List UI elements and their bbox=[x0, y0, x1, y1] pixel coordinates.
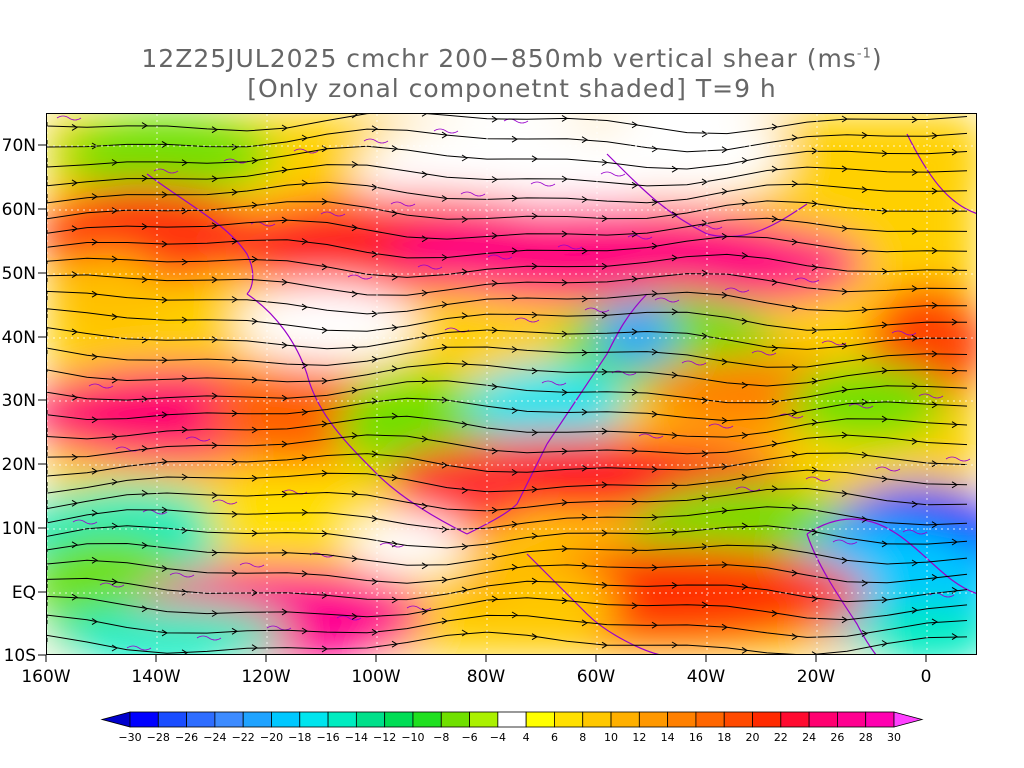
colorbar-box bbox=[497, 711, 527, 728]
colorbar-box bbox=[299, 711, 329, 728]
colorbar-label: −30 bbox=[118, 731, 141, 744]
colorbar-box bbox=[129, 711, 159, 728]
colorbar-box bbox=[157, 711, 187, 728]
chart-title-line1: 12Z25JUL2025 cmchr 200−850mb vertical sh… bbox=[0, 44, 1024, 73]
lat-label: 70N bbox=[2, 136, 36, 156]
colorbar-label: −6 bbox=[461, 731, 477, 744]
colorbar-box bbox=[582, 711, 612, 728]
shear-map bbox=[47, 114, 976, 654]
colorbar-label: 16 bbox=[689, 731, 703, 744]
longitude-labels: 160W 140W 120W 100W 80W 60W 40W 20W 0 bbox=[21, 667, 931, 687]
colorbar-boxes bbox=[100, 711, 924, 728]
colorbar-label: −18 bbox=[288, 731, 311, 744]
colorbar-label: −24 bbox=[203, 731, 226, 744]
latitude-labels: 70N 60N 50N 40N 30N 20N 10N EQ 10S bbox=[2, 136, 36, 666]
colorbar-label: 22 bbox=[774, 731, 788, 744]
colorbar-box bbox=[808, 711, 838, 728]
lat-label: 10S bbox=[4, 646, 36, 666]
colorbar-labels: −30 −28 −26 −24 −22 −20 −18 −16 −14 −12 −10 −8 −6 −4 4… bbox=[118, 731, 901, 744]
colorbar-box bbox=[638, 711, 669, 728]
colorbar-label: −22 bbox=[232, 731, 255, 744]
lat-label: EQ bbox=[12, 583, 36, 603]
colorbar-box bbox=[610, 711, 640, 728]
colorbar-label: 18 bbox=[717, 731, 731, 744]
colorbar-label: 4 bbox=[523, 731, 530, 744]
colorbar-label: 12 bbox=[632, 731, 646, 744]
colorbar-label: 20 bbox=[746, 731, 760, 744]
colorbar-box bbox=[327, 711, 357, 728]
lat-label: 20N bbox=[2, 455, 36, 475]
colorbar-label: 24 bbox=[802, 731, 816, 744]
colorbar-label: −26 bbox=[175, 731, 198, 744]
colorbar-box bbox=[186, 711, 216, 728]
colorbar-box bbox=[525, 711, 555, 728]
colorbar-box bbox=[440, 711, 470, 728]
colorbar-box bbox=[723, 711, 753, 728]
colorbar-label: 10 bbox=[604, 731, 618, 744]
title-unit-exponent: -1 bbox=[856, 46, 872, 62]
lon-label: 80W bbox=[467, 667, 506, 687]
title-line1-close: ) bbox=[871, 44, 883, 73]
colorbar-label: −10 bbox=[401, 731, 424, 744]
title-line1-text: 12Z25JUL2025 cmchr 200−850mb vertical sh… bbox=[141, 44, 857, 73]
colorbar-box bbox=[780, 711, 810, 728]
colorbar-over-arrow bbox=[893, 711, 924, 728]
lon-label: 100W bbox=[351, 667, 400, 687]
colorbar-label: −8 bbox=[433, 731, 449, 744]
lon-label: 0 bbox=[921, 667, 932, 687]
lat-lon-grid bbox=[47, 114, 976, 654]
colorbar-box bbox=[384, 711, 414, 728]
lat-label: 60N bbox=[2, 200, 36, 220]
colorbar-label: 6 bbox=[551, 731, 558, 744]
colorbar-box bbox=[695, 711, 725, 728]
lon-label: 120W bbox=[241, 667, 290, 687]
colorbar-box bbox=[752, 711, 782, 728]
colorbar-box bbox=[271, 711, 301, 728]
colorbar: −30 −28 −26 −24 −22 −20 −18 −16 −14 −12 −10 −8 −6 −4 4… bbox=[100, 711, 924, 744]
colorbar-box bbox=[667, 711, 697, 728]
lat-label: 10N bbox=[2, 519, 36, 539]
colorbar-box bbox=[412, 711, 442, 728]
colorbar-label: 26 bbox=[830, 731, 844, 744]
lat-label: 50N bbox=[2, 264, 36, 284]
colorbar-label: −28 bbox=[147, 731, 170, 744]
colorbar-label: 14 bbox=[661, 731, 675, 744]
lat-label: 40N bbox=[2, 328, 36, 348]
colorbar-label: 30 bbox=[887, 731, 901, 744]
axis-ticks bbox=[38, 144, 927, 662]
colorbar-box bbox=[355, 711, 386, 728]
colorbar-under-arrow bbox=[100, 711, 131, 728]
lon-label: 40W bbox=[687, 667, 726, 687]
chart-title-line2: [Only zonal componetnt shaded] T=9 h bbox=[247, 74, 777, 103]
colorbar-box bbox=[469, 711, 499, 728]
lon-label: 20W bbox=[797, 667, 836, 687]
colorbar-box bbox=[214, 711, 244, 728]
colorbar-box bbox=[837, 711, 867, 728]
colorbar-label: −14 bbox=[345, 731, 368, 744]
colorbar-label: −12 bbox=[373, 731, 396, 744]
colorbar-label: −4 bbox=[490, 731, 506, 744]
colorbar-box bbox=[865, 711, 895, 728]
colorbar-label: −20 bbox=[260, 731, 283, 744]
shaded-field bbox=[47, 114, 976, 654]
colorbar-label: 28 bbox=[859, 731, 873, 744]
colorbar-box bbox=[242, 711, 272, 728]
map-axes: 160W 140W 120W 100W 80W 60W 40W 20W 0 70N 60N 50N 4… bbox=[2, 136, 932, 687]
colorbar-label: −16 bbox=[316, 731, 339, 744]
colorbar-label: 8 bbox=[579, 731, 586, 744]
lon-label: 160W bbox=[21, 667, 70, 687]
lon-label: 60W bbox=[577, 667, 616, 687]
lat-label: 30N bbox=[2, 391, 36, 411]
colorbar-box bbox=[554, 711, 584, 728]
map-panel bbox=[46, 113, 977, 655]
lon-label: 140W bbox=[131, 667, 180, 687]
